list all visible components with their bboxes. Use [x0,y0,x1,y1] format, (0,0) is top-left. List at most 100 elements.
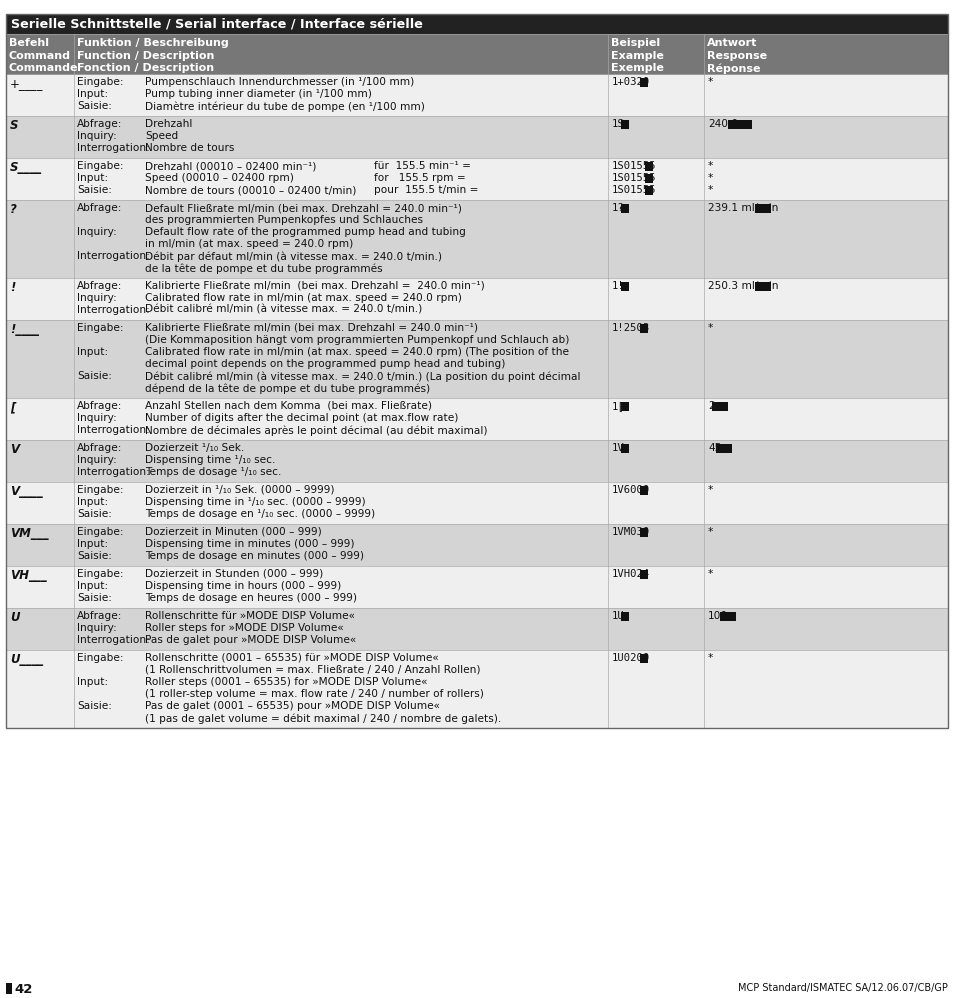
Text: [: [ [10,401,15,414]
Bar [6,983,12,994]
Text: Abfrage:: Abfrage: [77,611,122,621]
Text: Inquiry:: Inquiry: [77,131,116,141]
Text: (1 pas de galet volume = débit maximal / 240 / nombre de galets).: (1 pas de galet volume = débit maximal /… [145,713,500,724]
Text: 100: 100 [707,611,727,621]
Text: Inquiry:: Inquiry: [77,227,116,237]
Text: Débit calibré ml/min (à vitesse max. = 240.0 t/min.): Débit calibré ml/min (à vitesse max. = 2… [145,305,422,315]
Text: Input:: Input: [77,347,108,357]
Text: *: * [707,173,713,183]
Text: 1V: 1V [612,443,624,453]
Text: Eingabe:: Eingabe: [77,485,123,495]
Text: *: * [707,77,713,87]
Bar [6,278,947,320]
Text: *: * [707,569,713,579]
Text: Inquiry:: Inquiry: [77,455,116,465]
Bar [6,14,947,34]
Bar [639,528,648,537]
Text: *: * [707,485,713,495]
Text: Saisie:: Saisie: [77,593,112,603]
Text: (1 roller-step volume = max. flow rate / 240 / number of rollers): (1 roller-step volume = max. flow rate /… [145,689,483,699]
Text: ?: ? [10,203,17,216]
Bar [620,282,629,291]
Text: Interrogation:: Interrogation: [77,251,150,261]
Text: 1VH024: 1VH024 [612,569,650,579]
Text: V____: V____ [10,485,43,498]
Text: Input:: Input: [77,497,108,507]
Bar [620,444,629,453]
Bar [6,650,947,728]
Text: 1!: 1! [612,281,624,291]
Text: Exemple: Exemple [610,63,663,73]
Text: Saisie:: Saisie: [77,551,112,561]
Bar [743,120,751,129]
Bar [639,570,648,579]
Text: Interrogation:: Interrogation: [77,467,150,477]
Text: 2: 2 [707,401,714,411]
Text: VH___: VH___ [10,569,47,582]
Bar [755,282,762,291]
Text: Rollenschritte für »MODE DISP Volume«: Rollenschritte für »MODE DISP Volume« [145,611,355,621]
Text: Input:: Input: [77,539,108,549]
Text: Input:: Input: [77,173,108,183]
Text: Débit calibré ml/min (à vitesse max. = 240.0 t/min.) (La position du point décim: Débit calibré ml/min (à vitesse max. = 2… [145,371,579,381]
Text: 42: 42 [14,983,32,996]
Text: 240.0: 240.0 [707,119,738,129]
Text: U: U [10,611,19,624]
Text: !____: !____ [10,323,39,336]
Text: Input:: Input: [77,89,108,99]
Bar [6,14,947,728]
Text: Beispiel: Beispiel [610,38,659,48]
Bar [6,116,947,158]
Text: de la tête de pompe et du tube programmés: de la tête de pompe et du tube programmé… [145,263,382,273]
Text: 1+0320: 1+0320 [612,77,650,87]
Text: Eingabe:: Eingabe: [77,77,123,87]
Text: Dispensing time in ¹/₁₀ sec. (0000 – 9999): Dispensing time in ¹/₁₀ sec. (0000 – 999… [145,497,365,507]
Bar [639,324,648,333]
Text: Rollenschritte (0001 – 65535) für »MODE DISP Volume«: Rollenschritte (0001 – 65535) für »MODE … [145,653,438,663]
Text: Nombre de tours: Nombre de tours [145,143,234,153]
Bar [6,566,947,608]
Bar [6,74,947,116]
Text: Débit par défaut ml/min (à vitesse max. = 240.0 t/min.): Débit par défaut ml/min (à vitesse max. … [145,251,441,261]
Bar [6,398,947,440]
Text: Example: Example [610,51,663,61]
Text: Eingabe:: Eingabe: [77,569,123,579]
Text: Befehl: Befehl [9,38,49,48]
Text: decimal point depends on the programmed pump head and tubing): decimal point depends on the programmed … [145,359,505,369]
Bar [6,158,947,200]
Bar [620,120,629,129]
Text: Funktion / Beschreibung: Funktion / Beschreibung [77,38,229,48]
Text: Dispensing time in hours (000 – 999): Dispensing time in hours (000 – 999) [145,581,341,591]
Text: Dozierzeit ¹/₁₀ Sek.: Dozierzeit ¹/₁₀ Sek. [145,443,244,453]
Text: für  155.5 min⁻¹ =: für 155.5 min⁻¹ = [374,161,471,171]
Bar [6,524,947,566]
Text: Inquiry:: Inquiry: [77,413,116,423]
Text: Eingabe:: Eingabe: [77,161,123,171]
Text: 1?: 1? [612,203,624,213]
Text: *: * [707,161,713,171]
Text: Pas de galet (0001 – 65535) pour »MODE DISP Volume«: Pas de galet (0001 – 65535) pour »MODE D… [145,701,439,711]
Text: Saisie:: Saisie: [77,185,112,195]
Text: Response: Response [706,51,766,61]
Text: 1!2503: 1!2503 [612,323,650,333]
Text: Input:: Input: [77,677,108,687]
Text: 1U0200: 1U0200 [612,653,650,663]
Text: !: ! [10,281,15,294]
Text: 1S: 1S [612,119,624,129]
Text: Roller steps for »MODE DISP Volume«: Roller steps for »MODE DISP Volume« [145,623,343,633]
Bar [644,162,652,171]
Text: Dozierzeit in Stunden (000 – 999): Dozierzeit in Stunden (000 – 999) [145,569,323,579]
Text: *: * [707,185,713,195]
Bar [6,608,947,650]
Text: Anzahl Stellen nach dem Komma  (bei max. Fließrate): Anzahl Stellen nach dem Komma (bei max. … [145,401,432,411]
Text: Abfrage:: Abfrage: [77,119,122,129]
Text: V: V [10,443,19,456]
Bar [6,34,947,74]
Text: Eingabe:: Eingabe: [77,653,123,663]
Text: Dozierzeit in Minuten (000 – 999): Dozierzeit in Minuten (000 – 999) [145,527,321,537]
Text: Saisie:: Saisie: [77,371,112,381]
Text: Speed (00010 – 02400 rpm): Speed (00010 – 02400 rpm) [145,173,294,183]
Bar [620,402,629,411]
Bar [644,174,652,183]
Text: in ml/min (at max. speed = 240.0 rpm): in ml/min (at max. speed = 240.0 rpm) [145,239,353,249]
